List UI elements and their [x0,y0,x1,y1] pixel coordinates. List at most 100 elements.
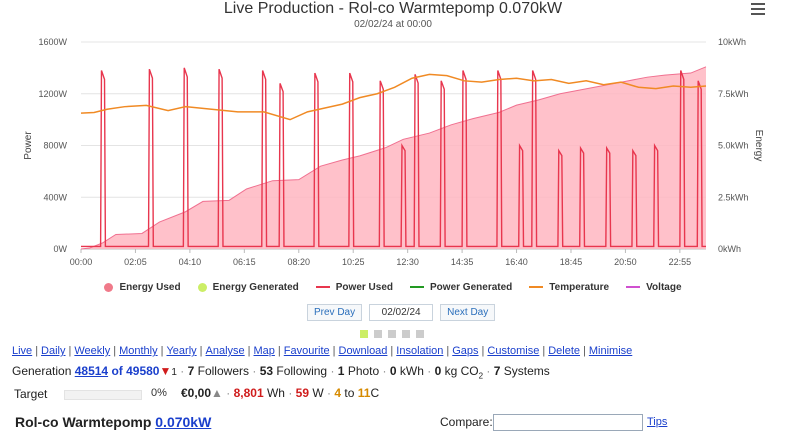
following-label: Following [276,364,328,378]
view-menu: Live | Daily | Weekly | Monthly | Yearly | Analyse… [12,345,632,357]
x-tick-label: 20:50 [614,257,637,267]
rank-change: 1 [171,367,177,378]
photo-label: Photo [347,364,380,378]
y-axis-title: Power [23,131,34,160]
menu-separator: | [247,345,251,357]
menu-link-download[interactable]: Download [338,345,388,357]
y2-tick-label: 2.5kWh [718,192,749,202]
legend-power-used[interactable]: Power Used [315,280,394,294]
wh-value: 8,801 [233,386,264,400]
y2-tick-label: 0kWh [718,244,741,254]
date-display[interactable]: 02/02/24 [369,304,434,321]
compare-label: Compare: [440,415,493,429]
temp-unit: C [370,386,380,400]
target-label: Target [14,387,48,401]
generation-rank-link[interactable]: 48514 [74,364,109,378]
menu-separator: | [277,345,281,357]
legend-power-generated[interactable]: Power Generated [410,280,512,294]
x-tick-label: 16:40 [505,257,528,267]
menu-separator: | [160,345,164,357]
menu-link-favourite[interactable]: Favourite [283,345,330,357]
generation-label: Generation [12,364,72,378]
chart-legend: Energy Used Energy Generated Power Used … [0,280,786,294]
menu-separator: | [113,345,117,357]
legend-voltage[interactable]: Voltage [626,280,682,294]
system-name-text: Rol-co Warmtepomp [15,414,152,430]
photo-count: 1 [337,364,345,378]
legend-label: Voltage [646,281,682,293]
legend-energy-generated[interactable]: Energy Generated [197,280,299,294]
pager-dot[interactable] [388,330,396,338]
menu-link-gaps[interactable]: Gaps [452,345,479,357]
co2-value: 0 [434,364,442,378]
legend-power-generated-icon [410,286,425,288]
menu-link-live[interactable]: Live [12,345,33,357]
menu-link-minimise[interactable]: Minimise [588,345,633,357]
co2-subscript: 2 [478,371,484,381]
production-chart: 0W 400W 800W 1200W 1600W 0kWh 2.5kWh 5.0kWh 7.5k… [23,37,764,267]
following-count: 53 [259,364,274,378]
money-value: €0,00 [181,386,212,400]
menu-link-map[interactable]: Map [253,345,275,357]
menu-link-monthly[interactable]: Monthly [119,345,158,357]
menu-link-insolation[interactable]: Insolation [396,345,444,357]
prev-day-button[interactable]: Prev Day [307,304,363,321]
w-value: 59 [295,386,310,400]
temp-high: 11 [357,386,371,400]
x-tick-label: 00:00 [70,257,93,267]
systems-count: 7 [493,364,501,378]
gray-up-triangle-icon: ▲ [211,386,223,400]
y-tick-label: 1600W [38,37,67,47]
tips-link[interactable]: Tips [647,416,668,428]
menu-separator: | [68,345,72,357]
y-tick-label: 800W [43,141,67,151]
pager-dot[interactable] [360,330,368,338]
power-used-line [81,67,706,248]
next-day-button[interactable]: Next Day [440,304,496,321]
target-percent: 0% [151,387,167,399]
co2-label: kg CO2 [445,364,484,381]
menu-link-analyse[interactable]: Analyse [205,345,245,357]
y-tick-label: 0W [54,244,68,254]
x-tick-label: 06:15 [233,257,256,267]
followers-label: Followers [197,364,249,378]
legend-label: Energy Used [119,281,181,293]
pager-dot[interactable] [402,330,410,338]
kwh-value: 0 [389,364,397,378]
hamburger-menu-icon[interactable] [751,3,765,15]
y2-axis-title: Energy [753,130,764,162]
menu-separator: | [583,345,586,357]
y2-tick-label: 5.0kWh [718,141,749,151]
y2-tick-label: 10kWh [718,37,746,47]
menu-separator: | [390,345,394,357]
x-tick-label: 18:45 [560,257,583,267]
menu-link-delete[interactable]: Delete [548,345,581,357]
page-subtitle: 02/02/24 at 00:00 [354,19,432,30]
y2-tick-label: 7.5kWh [718,89,749,99]
legend-temperature[interactable]: Temperature [529,280,609,294]
legend-label: Energy Generated [212,281,299,293]
menu-link-daily[interactable]: Daily [41,345,66,357]
pager-dot[interactable] [374,330,382,338]
legend-energy-used[interactable]: Energy Used [104,280,181,294]
system-power-link[interactable]: 0.070kW [155,414,212,430]
menu-link-customise[interactable]: Customise [487,345,540,357]
x-tick-label: 10:25 [342,257,365,267]
energy-used-line [80,66,707,250]
menu-link-weekly[interactable]: Weekly [74,345,111,357]
systems-label: Systems [503,364,550,378]
temp-low: 4 [334,386,342,400]
x-tick-label: 14:35 [451,257,474,267]
wh-unit: Wh [266,386,285,400]
target-progress-bar [64,390,142,400]
system-name: Rol-co Warmtepomp 0.070kW [15,414,211,430]
legend-energy-generated-icon [197,282,207,292]
followers-count: 7 [187,364,195,378]
compare-input[interactable] [493,414,643,431]
y-tick-label: 400W [43,192,67,202]
pager-dot[interactable] [416,330,424,338]
generation-total: of 49580 [111,364,160,378]
legend-temperature-icon [529,286,544,288]
menu-link-yearly[interactable]: Yearly [166,345,197,357]
legend-label: Power Used [335,281,394,293]
